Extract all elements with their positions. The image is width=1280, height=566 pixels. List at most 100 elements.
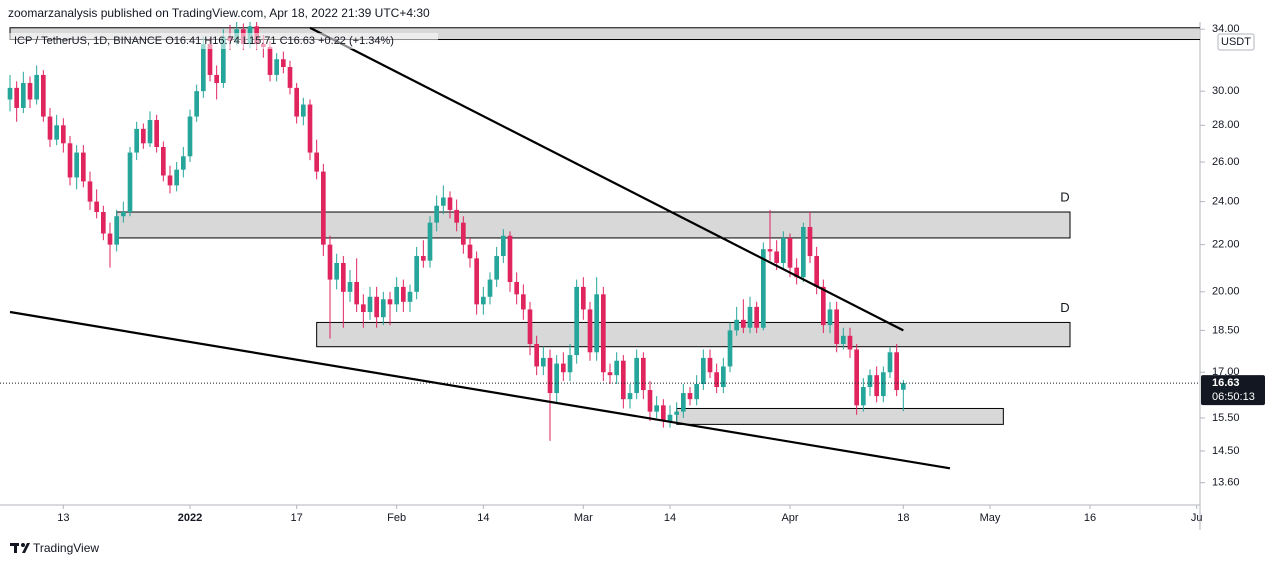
candle-body: [334, 262, 339, 280]
x-tick-label: 14: [477, 512, 489, 524]
candle-body: [207, 43, 213, 75]
candle-body: [34, 74, 39, 100]
candle-body: [341, 262, 346, 292]
candle-body: [147, 120, 153, 144]
candle-body: [161, 146, 166, 176]
candle-body: [881, 372, 886, 397]
candle-body: [301, 104, 306, 117]
candle-body: [67, 143, 73, 178]
candle-body: [361, 304, 366, 313]
last-price-label: 16.63: [1212, 377, 1240, 389]
candle-body: [727, 330, 733, 367]
candle-body: [467, 244, 473, 259]
x-tick-label: Ju: [1191, 512, 1203, 524]
candle-body: [574, 286, 579, 356]
candle-body: [681, 393, 686, 412]
candle-body: [894, 352, 899, 391]
candle-body: [427, 222, 433, 261]
candle-body: [441, 197, 446, 206]
trend-line: [9, 310, 951, 470]
y-tick-label: 22.00: [1212, 239, 1240, 251]
candle-body: [21, 82, 26, 108]
candle-body: [641, 357, 646, 391]
candle-body: [154, 120, 159, 147]
candle-body: [747, 306, 753, 328]
candle-body: [607, 372, 613, 376]
candle-body: [447, 197, 453, 210]
candle-body: [287, 67, 293, 88]
candle-body: [481, 296, 486, 305]
candle-body: [714, 372, 719, 388]
candle-body: [587, 309, 593, 353]
candle-body: [321, 171, 326, 245]
candle-body: [54, 125, 59, 140]
x-tick-label: 13: [57, 512, 69, 524]
candle-body: [801, 226, 806, 278]
y-tick-label: 15.50: [1212, 412, 1240, 424]
candle-body: [407, 291, 413, 302]
candle-body: [474, 258, 479, 305]
candle-body: [134, 128, 139, 153]
candle-body: [127, 152, 133, 213]
candle-body: [327, 244, 333, 280]
candle-body: [514, 282, 519, 295]
zone-label: D: [1060, 189, 1069, 204]
candle-body: [521, 294, 526, 310]
candle-body: [214, 74, 219, 83]
candle-body: [847, 335, 853, 350]
zone: [676, 407, 1004, 425]
candle-body: [7, 87, 13, 100]
candle-body: [81, 152, 86, 182]
candle-body: [834, 309, 839, 344]
candle-body: [694, 384, 699, 400]
candle-body: [101, 212, 106, 234]
candle-body: [194, 91, 199, 117]
trend-line: [309, 26, 904, 332]
candle-body: [74, 152, 79, 178]
candle-body: [854, 349, 859, 406]
candle-body: [861, 387, 866, 406]
x-tick-label: 17: [291, 512, 303, 524]
y-tick-label: 28.00: [1212, 119, 1240, 131]
candle-body: [614, 360, 619, 376]
candle-body: [181, 156, 186, 170]
candle-body: [121, 212, 126, 217]
y-tick-label: 26.00: [1212, 156, 1240, 168]
tradingview-logo: [10, 543, 30, 553]
y-tick-label: 24.00: [1212, 195, 1240, 207]
candle-body: [594, 294, 599, 353]
last-price-box: [1201, 375, 1265, 406]
y-tick-label: 13.60: [1212, 477, 1240, 489]
candle-body: [794, 267, 799, 278]
candle-body: [774, 251, 779, 263]
candle-body: [874, 375, 879, 397]
x-tick-label: 2022: [178, 512, 202, 524]
y-tick-label: 30.00: [1212, 85, 1240, 97]
candle-body: [527, 309, 533, 344]
y-tick-label: 34.00: [1212, 23, 1240, 35]
candle-body: [281, 59, 286, 68]
zone-label: D: [1060, 300, 1069, 315]
candle-body: [741, 319, 746, 328]
candle-body: [501, 235, 506, 257]
candle-body: [61, 125, 66, 144]
candle-body: [27, 82, 33, 100]
candle-body: [707, 357, 713, 373]
candle-body: [221, 36, 226, 83]
candle-body: [827, 309, 833, 326]
candle-body: [94, 201, 99, 213]
candle-body: [414, 256, 419, 292]
candle-body: [721, 366, 726, 388]
candle-body: [141, 128, 146, 144]
publisher-header: zoomarzanalysis published on TradingView…: [8, 6, 430, 20]
currency-badge[interactable]: [1217, 33, 1255, 51]
candle-body: [627, 393, 633, 400]
candle-body: [354, 282, 359, 305]
candle-body: [267, 47, 273, 75]
candle-body: [661, 405, 666, 422]
candle-body: [367, 296, 373, 313]
candle-body: [567, 355, 573, 373]
candle-body: [534, 343, 539, 367]
candle-body: [381, 299, 386, 318]
